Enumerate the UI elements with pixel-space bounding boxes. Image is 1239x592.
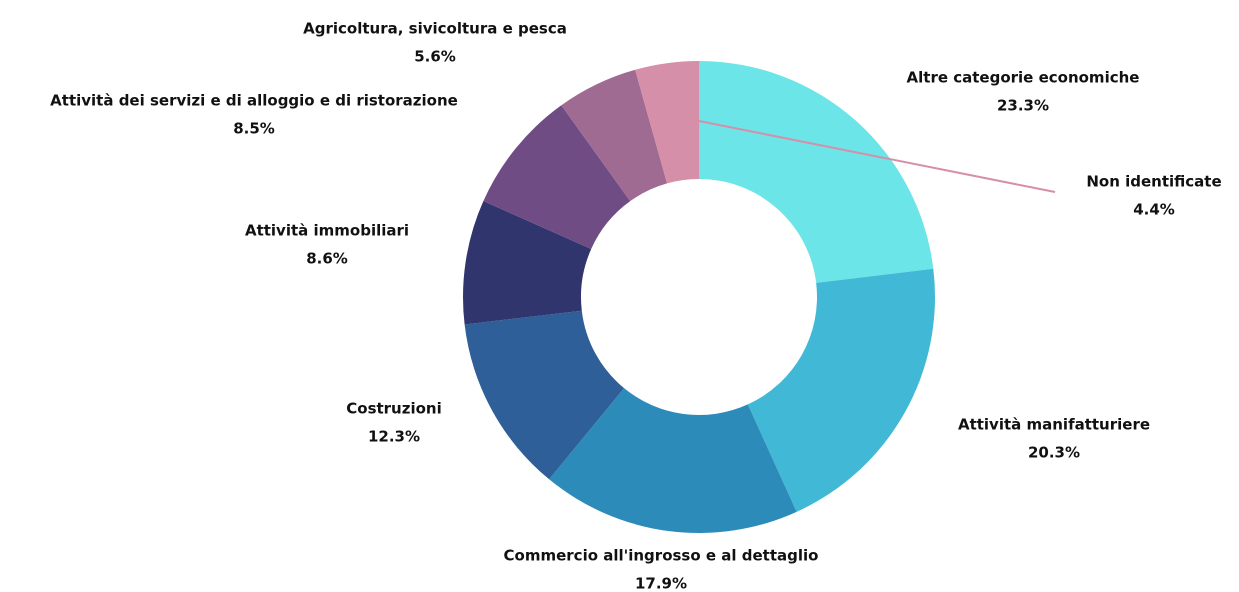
donut-slice [464,310,625,480]
slice-value: 17.9% [635,575,687,592]
donut-slice [561,69,668,202]
slice-label: Attività immobiliari [245,222,409,240]
slice-value: 20.3% [1028,444,1080,462]
slice-label: Non identificate [1086,173,1221,191]
slice-label: Altre categorie economiche [907,69,1140,87]
slice-value: 23.3% [997,97,1049,115]
donut-slice [463,201,592,325]
slice-value: 8.5% [233,120,275,138]
slice-label: Attività manifatturiere [958,416,1150,434]
slice-value: 4.4% [1133,201,1175,219]
donut-slice [483,105,631,250]
slice-label: Attività dei servizi e di alloggio e di … [50,92,458,110]
slice-value: 12.3% [368,428,420,446]
donut-slice [549,388,797,533]
slice-value: 8.6% [306,250,348,268]
donut-slice [699,61,934,283]
slice-label: Costruzioni [346,400,442,418]
slice-label: Agricoltura, sivicoltura e pesca [303,20,567,38]
donut-slice [747,268,936,512]
slice-label: Commercio all'ingrosso e al dettaglio [504,547,819,565]
slice-value: 5.6% [414,48,456,66]
leader-line [698,120,1056,193]
donut-slice [635,61,699,184]
